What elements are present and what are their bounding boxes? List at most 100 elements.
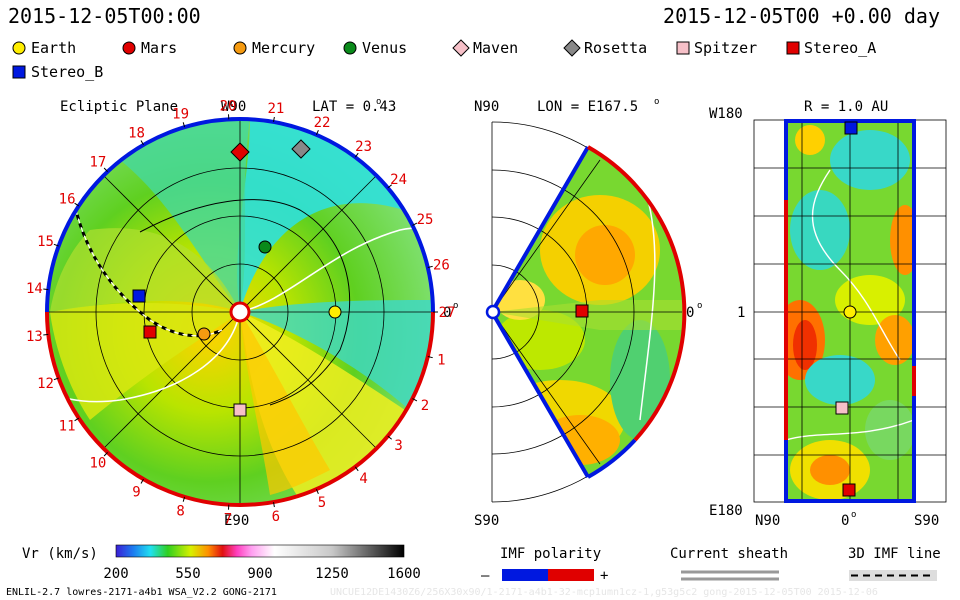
carrington-tick-label: 8 — [176, 503, 184, 519]
maven-marker-icon — [452, 39, 470, 57]
shell-x-mid-label: 0 — [841, 513, 849, 529]
carrington-tick-label: 16 — [59, 191, 76, 207]
lon-degree-mark: o — [654, 97, 659, 107]
shell-mid-left-label: 1 — [737, 305, 745, 321]
legend-item-rosetta: Rosetta — [563, 39, 647, 57]
mars-marker-icon — [122, 41, 136, 55]
carrington-tick-mark — [53, 243, 59, 247]
shell-top-left-label: W180 — [709, 106, 743, 122]
legend-item-venus: Venus — [343, 39, 407, 57]
carrington-tick-mark — [182, 496, 186, 502]
carrington-tick-mark — [354, 466, 359, 472]
carrington-tick-label: 14 — [26, 281, 43, 297]
stereo-a-marker-icon — [786, 41, 800, 55]
carrington-tick-mark — [53, 377, 59, 381]
lat-degree-mark: o — [376, 97, 381, 107]
meridional-edge-north — [490, 145, 590, 314]
shell-spitzer-marker — [835, 401, 849, 415]
imf-ring-blue-west — [45, 117, 241, 313]
carrington-tick-label: 21 — [267, 101, 284, 117]
carrington-tick-mark — [387, 435, 393, 440]
carrington-tick-label: 9 — [132, 484, 140, 500]
stereo-b-marker — [132, 289, 146, 303]
carrington-tick-mark — [74, 202, 80, 207]
colorbar-label: Vr (km/s) — [22, 546, 98, 562]
colorbar-ticks: 200 550 900 1250 1600 — [103, 566, 421, 582]
ecliptic-title: Ecliptic Plane — [60, 99, 178, 115]
sun-icon — [229, 301, 251, 323]
shell-bottom-left-label: E180 — [709, 503, 743, 519]
rosetta-marker-icon — [563, 39, 581, 57]
ecliptic-lat-label: LAT = 0.43 — [312, 99, 396, 115]
carrington-tick-mark — [43, 333, 49, 336]
carrington-tick-label: 22 — [314, 115, 331, 131]
carrington-tick-label: 11 — [59, 419, 76, 435]
imf-ring-blue-north — [239, 117, 435, 313]
legend-label-mercury: Mercury — [252, 39, 315, 57]
imf-minus-label: – — [481, 568, 490, 584]
legend-item-spitzer: Spitzer — [676, 39, 757, 57]
meridional-panel: N90 LON = E167.5 o S90 0 o — [474, 97, 702, 529]
legend-item-earth: Earth — [12, 39, 76, 57]
ecliptic-degree-mark: o — [453, 301, 458, 311]
carrington-tick-mark — [315, 130, 319, 135]
carrington-tick-mark — [315, 489, 319, 494]
legend-item-mercury: Mercury — [233, 39, 315, 57]
imf-ring-red-south — [239, 311, 435, 507]
ecliptic-bottom-label: E90 — [224, 513, 249, 529]
venus-marker — [258, 240, 272, 254]
legend-item-stereo-b: Stereo_B — [12, 63, 103, 81]
carrington-tick-mark — [140, 140, 144, 146]
carrington-tick-label: 4 — [359, 471, 367, 487]
shell-x-left-label: N90 — [755, 513, 780, 529]
carrington-tick-mark — [103, 167, 108, 172]
carrington-tick-mark — [74, 417, 80, 422]
ecliptic-right-label: 0 — [443, 305, 451, 321]
carrington-tick-mark — [427, 356, 433, 359]
meridional-degree-mark: o — [697, 301, 702, 311]
carrington-tick-label: 3 — [394, 438, 402, 454]
colorbar-gradient — [115, 544, 405, 558]
carrington-tick-label: 24 — [390, 172, 407, 188]
header-left-datetime: 2015-12-05T00:00 — [8, 4, 201, 28]
colorbar-tick-label: 1250 — [315, 566, 349, 582]
spitzer-marker — [233, 403, 247, 417]
carrington-tick-mark — [103, 452, 108, 457]
colorbar-tick-label: 900 — [247, 566, 272, 582]
meridional-sun-icon — [485, 304, 501, 320]
carrington-tick-label: 5 — [318, 495, 326, 511]
carrington-tick-mark — [43, 288, 49, 291]
legend-label-earth: Earth — [31, 39, 76, 57]
venus-marker-icon — [343, 41, 357, 55]
earth-marker — [328, 305, 342, 319]
meridional-ring-blue — [587, 438, 637, 479]
imf-negative-swatch — [502, 569, 548, 581]
shell-degree-mark: o — [851, 510, 856, 520]
carrington-tick-label: 13 — [26, 329, 43, 345]
legend-label-venus: Venus — [362, 39, 407, 57]
footer-run-info: UNCUE12DE1430Z6/256X30x90/1-2171-a4b1-32… — [330, 587, 878, 598]
carrington-tick-label: 20 — [220, 98, 237, 114]
carrington-tick-label: 19 — [172, 107, 189, 123]
imf-polarity-label: IMF polarity — [500, 546, 601, 562]
stereo-a-marker — [143, 325, 157, 339]
carrington-tick-label: 6 — [272, 509, 280, 525]
carrington-tick-mark — [412, 222, 418, 226]
carrington-tick-mark — [412, 398, 418, 402]
carrington-tick-mark — [354, 152, 359, 158]
carrington-tick-label: 25 — [417, 212, 434, 228]
spitzer-marker-icon — [676, 41, 690, 55]
carrington-tick-mark — [387, 184, 393, 189]
shell-panel: R = 1.0 AU W180 1 E180 N90 0 o S90 — [709, 99, 947, 529]
colorbar-tick-label: 1600 — [387, 566, 421, 582]
meridional-ring-red — [587, 145, 687, 442]
meridional-stereo-a-marker — [575, 304, 589, 318]
header-right-datetime: 2015-12-05T00 +0.00 day — [663, 4, 940, 28]
meridional-top-label: N90 — [474, 99, 499, 115]
imf-3d-line-label: 3D IMF line — [848, 546, 941, 562]
footer-model-info: ENLIL-2.7 lowres-2171-a4b1 WSA_V2.2 GONG… — [6, 587, 277, 598]
carrington-tick-label: 7 — [224, 512, 232, 528]
ecliptic-panel: Ecliptic Plane LAT = 0.43 o W90 E90 0 o — [26, 97, 458, 529]
mercury-marker-icon — [233, 41, 247, 55]
